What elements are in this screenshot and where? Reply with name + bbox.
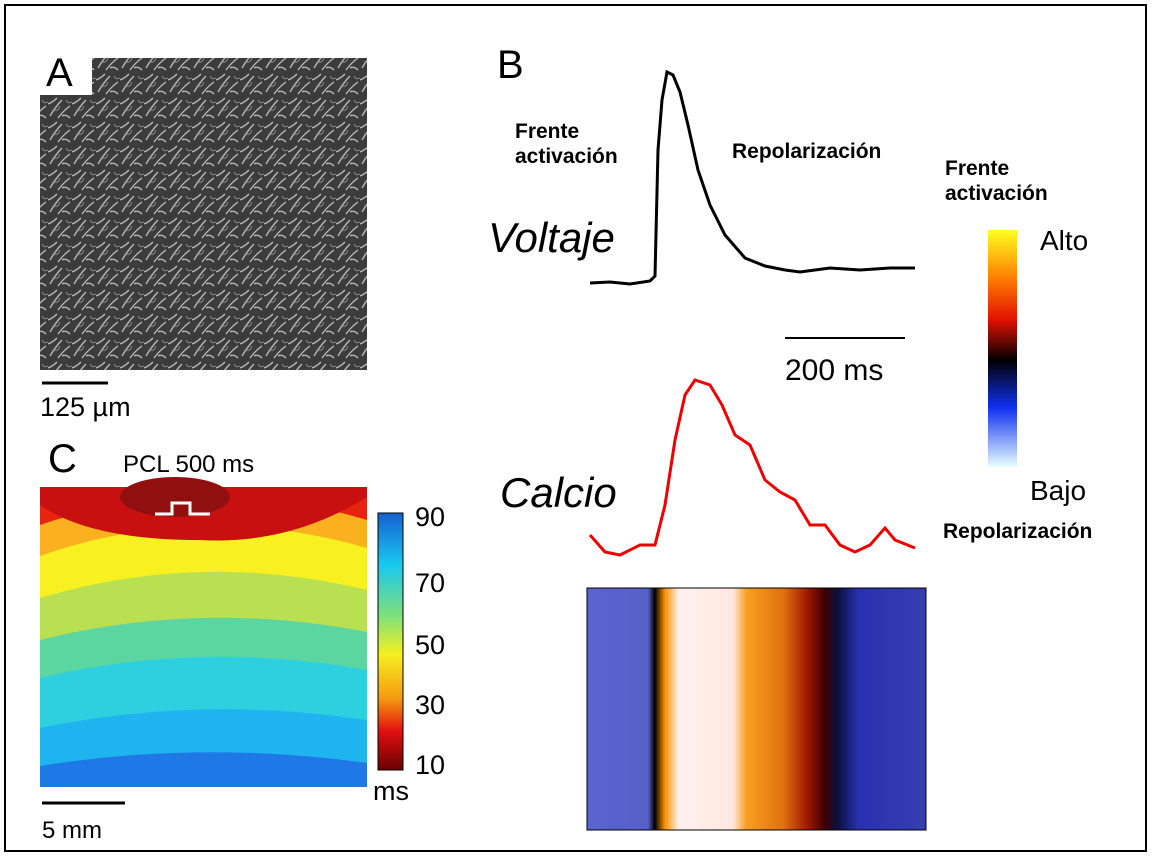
unit: ms bbox=[373, 776, 409, 806]
activation-map bbox=[40, 477, 367, 787]
panel-label: A bbox=[46, 51, 73, 95]
colorbar bbox=[377, 512, 404, 771]
colorbar-tick: 30 bbox=[415, 690, 445, 720]
trace-label: Voltaje bbox=[488, 214, 615, 261]
cell-image bbox=[40, 58, 367, 370]
activation-image bbox=[586, 587, 927, 831]
colorbar-tick: 50 bbox=[415, 630, 445, 660]
panel-label: C bbox=[48, 437, 77, 481]
colorbar-caption: Repolarización bbox=[943, 520, 1092, 543]
annotation: Frente activación bbox=[515, 120, 618, 168]
calcium-trace bbox=[588, 378, 916, 557]
label-bg bbox=[40, 45, 92, 95]
panel-title: PCL 500 ms bbox=[123, 451, 254, 478]
colorbar-high: Alto bbox=[1040, 225, 1088, 256]
annotation: Repolarización bbox=[732, 140, 881, 163]
colorbar-tick: 90 bbox=[415, 502, 445, 532]
voltage-trace bbox=[589, 69, 915, 286]
frame bbox=[4, 4, 1147, 852]
scale-label: 5 mm bbox=[42, 817, 102, 844]
trace-label: Calcio bbox=[500, 469, 617, 516]
colorbar-caption: Frente activación bbox=[945, 157, 1048, 205]
colorbar-tick: 70 bbox=[415, 568, 445, 598]
colorbar-low: Bajo bbox=[1030, 475, 1086, 506]
colorbar-tick: 10 bbox=[415, 750, 445, 780]
scale-label: 125 µm bbox=[40, 392, 131, 422]
panel-label: B bbox=[497, 43, 524, 87]
colorbar bbox=[988, 230, 1017, 467]
scale-label: 200 ms bbox=[785, 354, 883, 387]
